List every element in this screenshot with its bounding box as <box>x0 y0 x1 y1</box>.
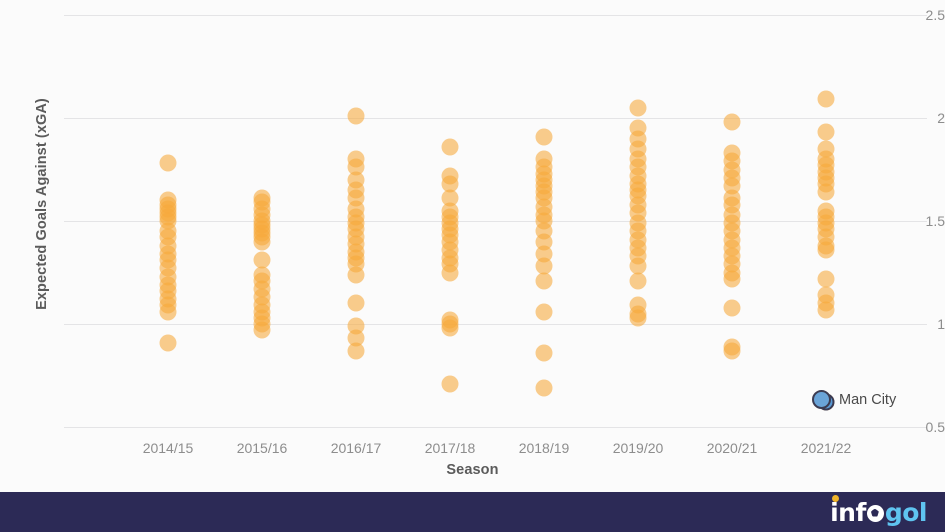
logo-accent-dot-icon <box>832 494 840 502</box>
data-point[interactable] <box>723 342 741 360</box>
chart-container: Expected Goals Against (xGA) 0.5 1 1.5 2 2.5… <box>34 7 945 478</box>
legend-marker-man-city <box>812 390 831 409</box>
data-point[interactable] <box>441 138 459 156</box>
data-point[interactable] <box>347 266 365 284</box>
gridline <box>64 118 927 119</box>
logo-info-letters: inf <box>830 497 866 527</box>
data-point[interactable] <box>159 334 177 352</box>
x-axis-tick-label: 2017/18 <box>424 440 476 456</box>
data-point[interactable] <box>629 257 647 275</box>
y-axis-tick-label: 0.5 <box>925 419 945 435</box>
legend-label-man-city: Man City <box>839 391 897 408</box>
data-point[interactable] <box>723 113 741 131</box>
x-axis-tick-label: 2018/19 <box>518 440 570 456</box>
data-point[interactable] <box>629 99 647 117</box>
data-point[interactable] <box>441 319 459 337</box>
data-point[interactable] <box>817 241 835 259</box>
logo-gol-letters: gol <box>884 497 928 527</box>
data-point[interactable] <box>723 299 741 317</box>
data-point[interactable] <box>535 344 553 362</box>
data-point[interactable] <box>159 303 177 321</box>
data-point[interactable] <box>441 264 459 281</box>
data-point[interactable] <box>629 309 647 327</box>
x-axis-tick-label: 2014/15 <box>142 440 194 456</box>
gridline <box>64 15 927 16</box>
y-axis-tick-label: 1.5 <box>925 213 945 229</box>
data-point[interactable] <box>723 270 741 288</box>
y-axis-tick-label: 2.5 <box>925 7 945 23</box>
data-point[interactable] <box>817 301 835 319</box>
data-point[interactable] <box>441 375 459 393</box>
data-point[interactable] <box>817 183 835 201</box>
x-axis-tick-label: 2019/20 <box>612 440 664 456</box>
data-point[interactable] <box>535 128 553 146</box>
data-point[interactable] <box>441 175 459 193</box>
data-point[interactable] <box>347 342 365 360</box>
data-point[interactable] <box>253 321 271 339</box>
logo-text-info: inf <box>830 494 866 527</box>
gridline <box>64 427 927 428</box>
data-point[interactable] <box>159 154 177 172</box>
data-point[interactable] <box>347 107 365 125</box>
data-point[interactable] <box>535 272 553 290</box>
y-axis-title: Expected Goals Against (xGA) <box>34 98 50 310</box>
infogol-logo: inf gol <box>830 494 928 527</box>
gridline <box>64 221 927 222</box>
x-axis-title: Season <box>446 462 499 478</box>
legend: Man City <box>812 390 896 409</box>
data-point[interactable] <box>817 90 835 108</box>
x-axis-tick-label: 2015/16 <box>236 440 288 456</box>
data-point[interactable] <box>535 379 553 397</box>
data-point[interactable] <box>253 233 271 251</box>
data-point[interactable] <box>817 270 835 288</box>
gridline <box>64 324 927 325</box>
data-point[interactable] <box>629 272 647 290</box>
data-point[interactable] <box>817 123 835 141</box>
y-axis-tick-label: 1 <box>937 316 945 332</box>
soccer-ball-icon <box>866 504 884 522</box>
data-point[interactable] <box>535 303 553 321</box>
x-axis-tick-label: 2020/21 <box>706 440 758 456</box>
y-axis-tick-label: 2 <box>937 110 945 126</box>
data-point[interactable] <box>347 294 365 312</box>
data-point[interactable] <box>535 257 553 275</box>
footer-bar: inf gol <box>0 492 945 532</box>
x-axis-tick-label: 2016/17 <box>330 440 382 456</box>
data-point[interactable] <box>253 251 271 269</box>
x-axis-tick-label: 2021/22 <box>800 440 852 456</box>
